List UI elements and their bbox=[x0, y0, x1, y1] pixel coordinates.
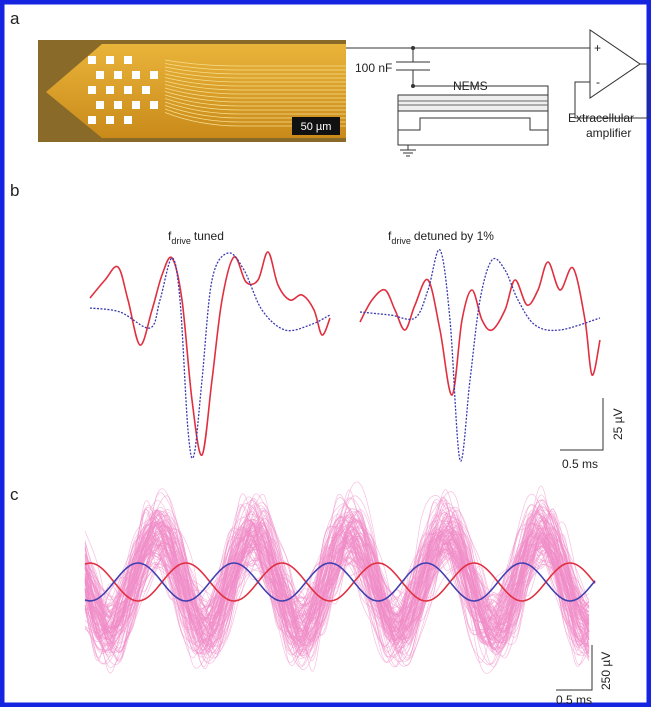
noisy-trace bbox=[84, 532, 590, 658]
chip-pad bbox=[132, 71, 140, 79]
chip-trace bbox=[164, 66, 346, 75]
chip-pad bbox=[88, 86, 96, 94]
title-sub: drive bbox=[391, 236, 411, 246]
chip-trace bbox=[164, 80, 346, 91]
chip-pad bbox=[132, 101, 140, 109]
amp-minus: - bbox=[596, 75, 600, 89]
chip-pad bbox=[150, 71, 158, 79]
blue-trace bbox=[89, 252, 331, 459]
amplifier-label: amplifier bbox=[586, 126, 631, 140]
chip-pad bbox=[96, 71, 104, 79]
noisy-trace bbox=[84, 495, 590, 654]
chip-pad bbox=[106, 56, 114, 64]
amplifier-label: Extracellular bbox=[568, 111, 634, 125]
trace-title: fdrive tuned bbox=[168, 229, 224, 246]
scale-bar-label: 50 µm bbox=[301, 121, 332, 133]
chip-trace bbox=[164, 87, 346, 99]
chip-pad bbox=[114, 71, 122, 79]
scale-t-label: 0.5 ms bbox=[556, 693, 592, 707]
chip-trace bbox=[164, 63, 346, 71]
chip-trace bbox=[164, 101, 346, 115]
chip-trace bbox=[164, 108, 346, 123]
noisy-trace bbox=[84, 517, 590, 657]
noisy-trace bbox=[84, 516, 590, 667]
capacitor-label: 100 nF bbox=[355, 61, 392, 75]
red-trace bbox=[359, 261, 601, 396]
chip-trace bbox=[164, 59, 346, 67]
chip-pad bbox=[88, 56, 96, 64]
chip-image: 50 µm bbox=[38, 40, 346, 142]
chip-pad bbox=[142, 86, 150, 94]
scale-bar bbox=[560, 398, 604, 451]
chip-pad bbox=[114, 101, 122, 109]
title-text: detuned by 1% bbox=[414, 229, 494, 243]
title-sub: drive bbox=[171, 236, 191, 246]
red-trace bbox=[89, 251, 331, 456]
traces bbox=[84, 481, 596, 674]
panel-label: c bbox=[10, 485, 19, 504]
blue-trace bbox=[359, 249, 601, 462]
noisy-trace bbox=[84, 518, 590, 647]
noisy-trace bbox=[84, 493, 590, 643]
chip-trace bbox=[164, 94, 346, 107]
chip-pad bbox=[124, 56, 132, 64]
chip-pad bbox=[124, 116, 132, 124]
mean-trace bbox=[84, 562, 596, 602]
chip-trace bbox=[164, 98, 346, 111]
title-text: tuned bbox=[194, 229, 224, 243]
chip-pad bbox=[88, 116, 96, 124]
scale-t-label: 0.5 ms bbox=[562, 457, 598, 471]
chip-trace bbox=[164, 105, 346, 119]
title-f: f bbox=[168, 229, 172, 243]
scale-bar bbox=[556, 645, 593, 691]
noisy-trace bbox=[84, 522, 590, 619]
traces bbox=[89, 249, 601, 462]
noisy-trace bbox=[84, 513, 590, 648]
noisy-trace bbox=[84, 532, 590, 621]
device-label: NEMS bbox=[453, 79, 488, 93]
chip-trace bbox=[164, 77, 346, 87]
circuit: 100 nF NEMS + - Extracellular amplifier bbox=[346, 29, 649, 157]
noisy-trace bbox=[84, 511, 590, 653]
noisy-trace bbox=[84, 519, 590, 662]
noisy-trace bbox=[84, 535, 590, 657]
noisy-trace bbox=[84, 522, 590, 644]
scale-v-label: 25 µV bbox=[611, 408, 625, 440]
noisy-trace bbox=[84, 519, 590, 639]
chip-pad bbox=[124, 86, 132, 94]
panel-label: a bbox=[10, 9, 20, 28]
scale-v-label: 250 µV bbox=[599, 652, 613, 690]
chip-trace bbox=[164, 84, 346, 95]
chip-trace bbox=[164, 112, 346, 127]
chip-pad bbox=[106, 86, 114, 94]
chip-trace bbox=[164, 73, 346, 83]
amp-plus: + bbox=[594, 41, 601, 55]
noisy-trace bbox=[84, 493, 590, 653]
mean-trace bbox=[84, 562, 596, 602]
chip-trace bbox=[164, 91, 346, 103]
panel-label: b bbox=[10, 181, 19, 200]
title-f: f bbox=[388, 229, 392, 243]
noisy-trace bbox=[84, 505, 590, 633]
chip-pad bbox=[96, 101, 104, 109]
chip-pad bbox=[106, 116, 114, 124]
chip-trace bbox=[164, 70, 346, 79]
chip-pad bbox=[150, 101, 158, 109]
trace-title: fdrive detuned by 1% bbox=[388, 229, 494, 246]
